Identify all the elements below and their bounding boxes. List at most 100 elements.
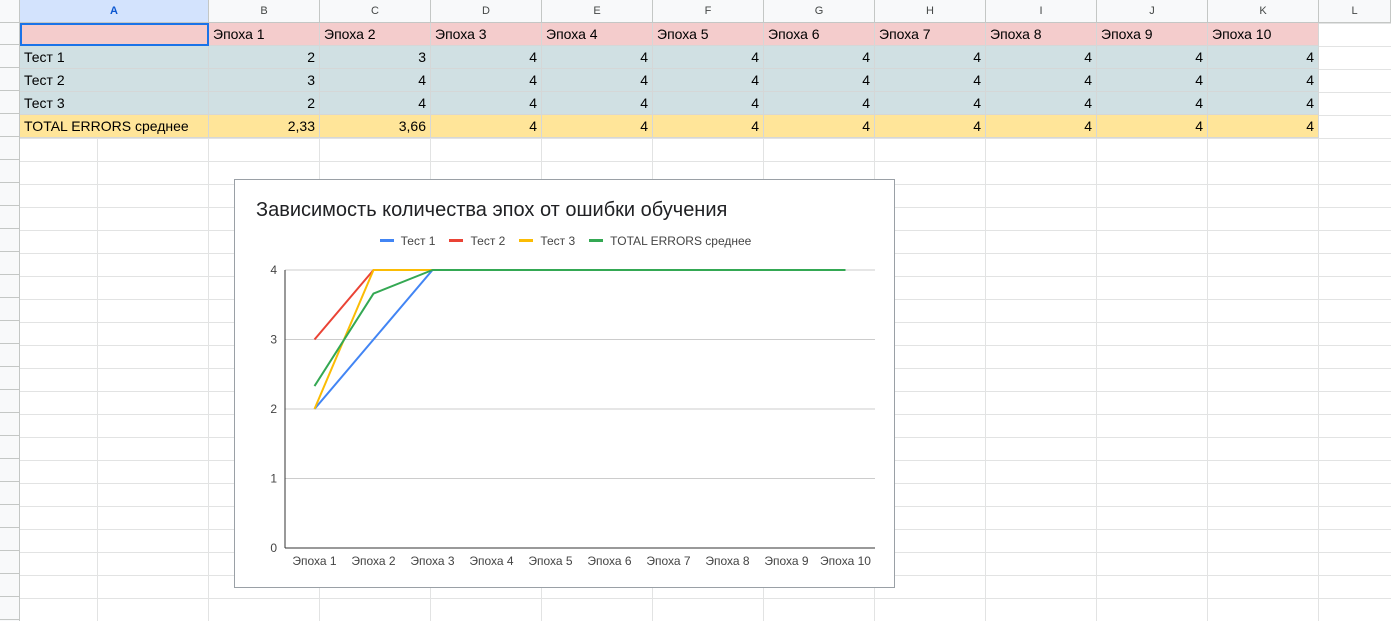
row-headers[interactable]: [0, 22, 20, 621]
cell[interactable]: 4: [764, 46, 875, 69]
legend-label: Тест 3: [540, 234, 576, 248]
cell[interactable]: 2: [209, 92, 320, 115]
legend-item[interactable]: Тест 3: [519, 234, 575, 248]
column-header-h[interactable]: H: [875, 0, 986, 22]
x-tick-label: Эпоха 1: [292, 554, 337, 568]
chart-legend: Тест 1 Тест 2 Тест 3 TOTAL ERRORS среднее: [235, 234, 896, 248]
y-tick-label: 4: [270, 263, 277, 277]
cell[interactable]: 4: [431, 69, 542, 92]
line-chart[interactable]: Зависимость количества эпох от ошибки об…: [234, 179, 895, 588]
cell-label[interactable]: Тест 3: [20, 92, 209, 115]
legend-swatch: [449, 239, 464, 243]
cell[interactable]: 4: [1208, 92, 1319, 115]
cell[interactable]: 4: [1097, 69, 1208, 92]
column-header-f[interactable]: F: [653, 0, 764, 22]
column-header-i[interactable]: I: [986, 0, 1097, 22]
column-header-d[interactable]: D: [431, 0, 542, 22]
cell[interactable]: Эпоха 9: [1097, 23, 1208, 46]
cell[interactable]: Эпоха 10: [1208, 23, 1319, 46]
cell[interactable]: Эпоха 1: [209, 23, 320, 46]
legend-item[interactable]: Тест 1: [379, 234, 436, 248]
column-header-b[interactable]: B: [209, 0, 320, 22]
y-tick-label: 3: [270, 333, 277, 347]
series-line-2: [313, 269, 846, 341]
cell[interactable]: 4: [653, 69, 764, 92]
cell[interactable]: 4: [653, 46, 764, 69]
select-all-corner[interactable]: [0, 0, 20, 22]
cell[interactable]: 4: [1208, 69, 1319, 92]
cell[interactable]: 4: [1097, 92, 1208, 115]
legend-swatch: [589, 239, 604, 243]
cell[interactable]: 4: [320, 92, 431, 115]
chart-plot: 0 1 2 3 4 Эпоха 1 Эпоха 2 Эпоха 3 Эпоха 4 Эпоха 5…: [270, 263, 875, 568]
column-header-k[interactable]: K: [1208, 0, 1319, 22]
cell[interactable]: 4: [542, 92, 653, 115]
legend-label: Тест 2: [470, 234, 506, 248]
x-tick-label: Эпоха 7: [646, 554, 691, 568]
column-header-a[interactable]: A: [20, 0, 209, 22]
cell[interactable]: 4: [653, 92, 764, 115]
cell[interactable]: Эпоха 2: [320, 23, 431, 46]
x-tick-label: Эпоха 10: [820, 554, 871, 568]
cell[interactable]: 4: [875, 115, 986, 138]
table-total-row: TOTAL ERRORS среднее 2,33 3,66 4 4 4 4 4 4 4 4: [20, 115, 1320, 138]
cell[interactable]: Эпоха 6: [764, 23, 875, 46]
column-header-l[interactable]: L: [1319, 0, 1391, 22]
cell[interactable]: 4: [986, 92, 1097, 115]
cell[interactable]: 4: [542, 46, 653, 69]
cell[interactable]: 4: [1097, 46, 1208, 69]
cell[interactable]: 4: [875, 46, 986, 69]
cell[interactable]: 3,66: [320, 115, 431, 138]
cell[interactable]: 4: [875, 92, 986, 115]
cell[interactable]: 4: [1208, 46, 1319, 69]
y-tick-label: 0: [270, 541, 277, 555]
cell[interactable]: 4: [542, 69, 653, 92]
cell-label[interactable]: TOTAL ERRORS среднее: [20, 115, 209, 138]
cell[interactable]: 4: [986, 115, 1097, 138]
cell[interactable]: 2: [209, 46, 320, 69]
cell[interactable]: 4: [431, 46, 542, 69]
cell[interactable]: 4: [986, 69, 1097, 92]
chart-title: Зависимость количества эпох от ошибки об…: [256, 199, 728, 221]
x-tick-label: Эпоха 5: [528, 554, 573, 568]
column-header-j[interactable]: J: [1097, 0, 1208, 22]
x-tick-label: Эпоха 4: [469, 554, 514, 568]
cell[interactable]: 4: [431, 115, 542, 138]
active-cell-a1[interactable]: [20, 23, 209, 46]
legend-item[interactable]: Тест 2: [449, 234, 505, 248]
cell[interactable]: 4: [764, 115, 875, 138]
column-header-e[interactable]: E: [542, 0, 653, 22]
cell[interactable]: 3: [209, 69, 320, 92]
cell[interactable]: 4: [431, 92, 542, 115]
column-header-c[interactable]: C: [320, 0, 431, 22]
legend-swatch: [379, 239, 394, 243]
cell[interactable]: Эпоха 5: [653, 23, 764, 46]
x-tick-label: Эпоха 8: [705, 554, 750, 568]
cell[interactable]: Эпоха 3: [431, 23, 542, 46]
column-header-g[interactable]: G: [764, 0, 875, 22]
cell[interactable]: 3: [320, 46, 431, 69]
cell-label[interactable]: Тест 1: [20, 46, 209, 69]
cell[interactable]: 4: [320, 69, 431, 92]
x-tick-label: Эпоха 6: [587, 554, 632, 568]
cell[interactable]: Эпоха 8: [986, 23, 1097, 46]
cell[interactable]: 4: [986, 46, 1097, 69]
cell[interactable]: 2,33: [209, 115, 320, 138]
cell[interactable]: 4: [653, 115, 764, 138]
cell[interactable]: 4: [1208, 115, 1319, 138]
cell[interactable]: Эпоха 4: [542, 23, 653, 46]
cell[interactable]: 4: [1097, 115, 1208, 138]
cell-label[interactable]: Тест 2: [20, 69, 209, 92]
cell[interactable]: Эпоха 7: [875, 23, 986, 46]
y-tick-label: 1: [270, 472, 277, 486]
cell[interactable]: 4: [764, 92, 875, 115]
legend-label: Тест 1: [400, 234, 436, 248]
cell[interactable]: 4: [875, 69, 986, 92]
table-header-row: Эпоха 1 Эпоха 2 Эпоха 3 Эпоха 4 Эпоха 5 Эпоха…: [20, 23, 1320, 46]
cell[interactable]: 4: [542, 115, 653, 138]
cell[interactable]: 4: [764, 69, 875, 92]
legend-item[interactable]: TOTAL ERRORS среднее: [589, 234, 751, 248]
